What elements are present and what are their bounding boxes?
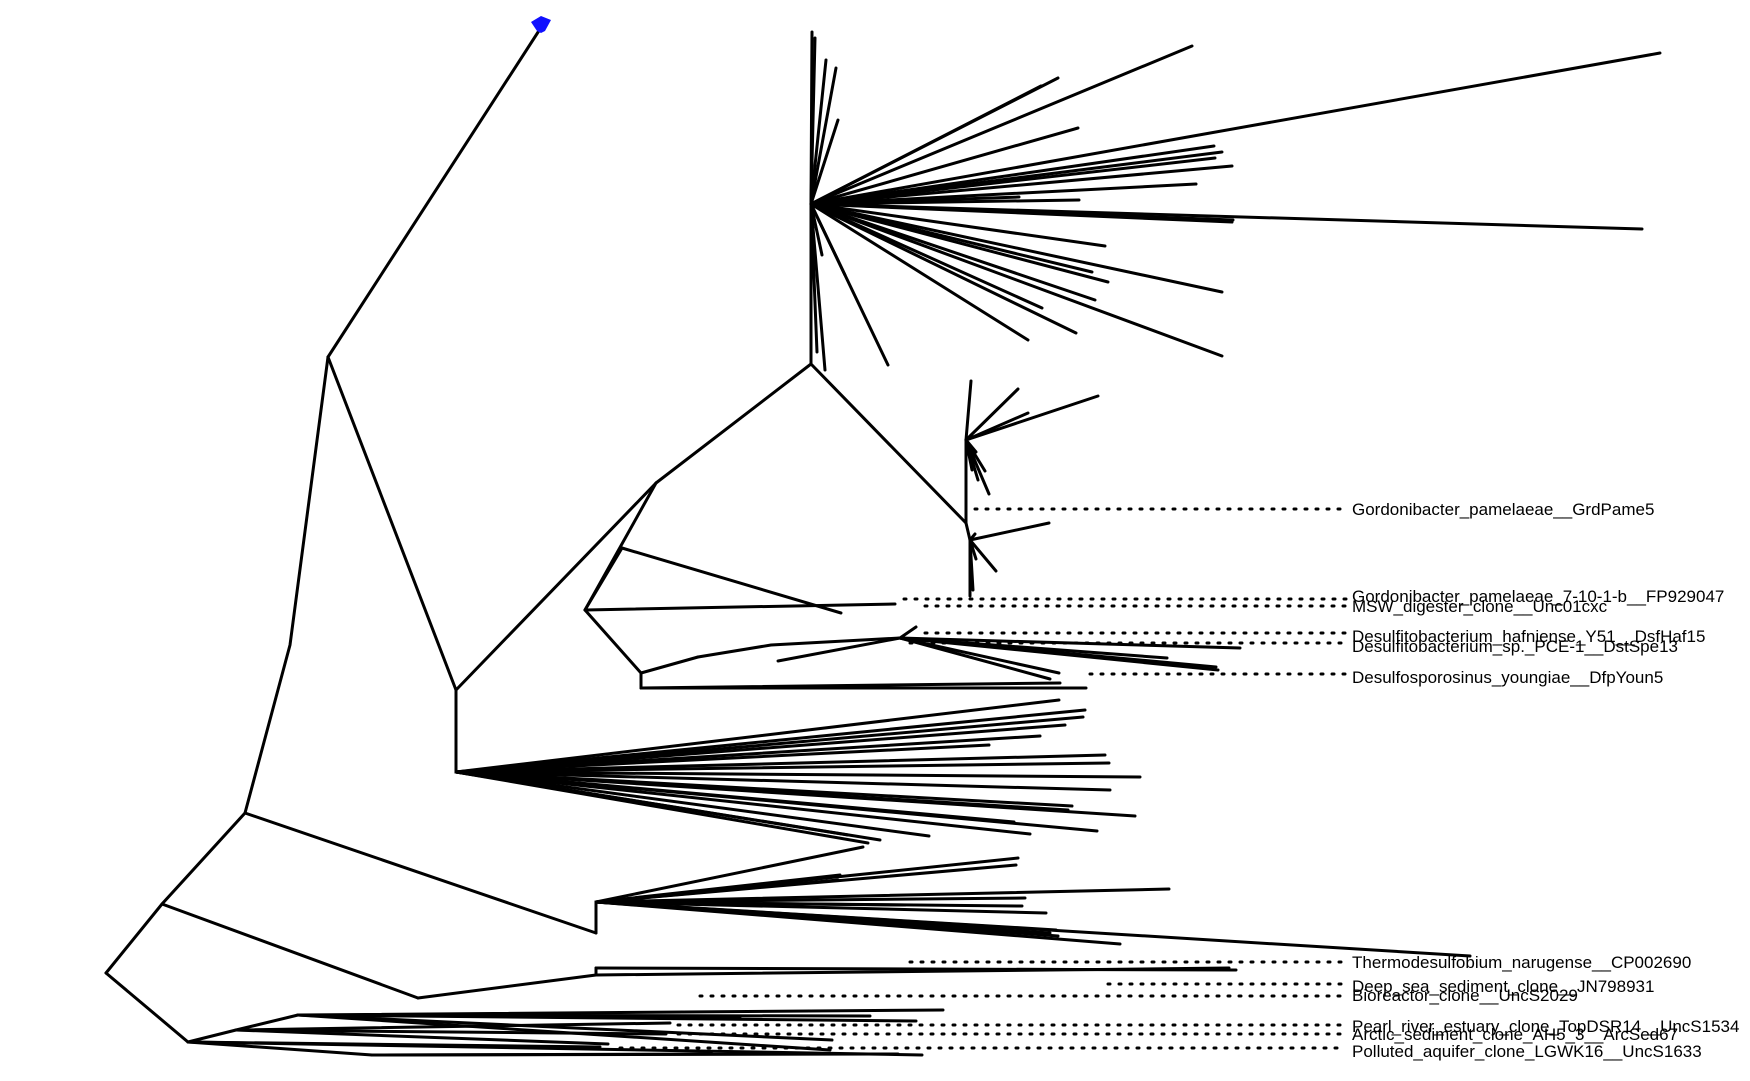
branch bbox=[583, 546, 624, 612]
label-guides bbox=[618, 507, 1348, 1050]
leaf-label-thermodesulfobium: Thermodesulfobium_narugense__CP002690 bbox=[1352, 953, 1691, 972]
leaf-branch bbox=[809, 66, 838, 206]
leaf-label-msw-digester: MSW_digester_clone__Unc01cxc bbox=[1352, 597, 1608, 616]
leaf-branch bbox=[809, 202, 1110, 284]
leaf-branch bbox=[454, 743, 991, 774]
tree-leaves bbox=[186, 30, 1662, 1057]
leaf-label-polluted-aquifer: Polluted_aquifer_clone_LGWK16__UncS1633 bbox=[1352, 1042, 1702, 1061]
leaf-branch bbox=[964, 394, 1100, 442]
branch bbox=[416, 973, 598, 1000]
leaf-branch bbox=[296, 1013, 918, 1023]
leaf-branch bbox=[964, 438, 974, 472]
leaf-branch bbox=[809, 126, 1080, 206]
leaf-label-gordonibacter-fp929: Gordonibacter_pamelaeae_7-10-1-b__FP9290… bbox=[1352, 587, 1724, 606]
leaf-branch bbox=[898, 636, 1242, 650]
leaf-branch bbox=[968, 521, 1051, 542]
branch bbox=[654, 362, 813, 485]
leaf-branch bbox=[809, 58, 828, 206]
branch bbox=[964, 521, 972, 542]
leaf-branch bbox=[809, 202, 1224, 294]
leaf-label-desulfitobacterium-pce1: Desulfitobacterium_sp._PCE-1__DstSpe13 bbox=[1352, 637, 1678, 656]
leaf-branch bbox=[454, 770, 1016, 824]
leaf-branch bbox=[454, 770, 1032, 836]
leaf-branch bbox=[809, 51, 1662, 206]
leaf-branch bbox=[809, 202, 1224, 358]
leaf-branch bbox=[809, 202, 1030, 342]
branch bbox=[583, 608, 643, 675]
leaf-branch bbox=[964, 379, 973, 442]
leaf-branch bbox=[809, 202, 1235, 222]
leaf-branch bbox=[968, 538, 998, 573]
leaf-label-desulfitobacterium-hafniense: Desulfitobacterium_hafniense_Y51__DsfHaf… bbox=[1352, 627, 1705, 646]
leaf-branch bbox=[454, 770, 870, 845]
leaf-branch bbox=[809, 36, 817, 206]
leaf-branch bbox=[620, 546, 843, 615]
tree-branches bbox=[104, 24, 972, 1057]
leaf-branch bbox=[583, 602, 897, 612]
branch bbox=[326, 24, 544, 359]
leaf-branch bbox=[454, 770, 1074, 808]
branch bbox=[234, 1013, 300, 1032]
leaf-branch bbox=[809, 202, 1078, 335]
leaf-branch bbox=[454, 723, 1067, 774]
leaf-branch bbox=[594, 966, 1238, 972]
leaf-branch bbox=[454, 770, 1142, 779]
branch bbox=[696, 636, 902, 659]
branch bbox=[160, 902, 420, 1000]
leaf-label-arctic: Arctic_sediment_clone_AH5_3__ArcSed67 bbox=[1352, 1025, 1678, 1044]
leaf-branch bbox=[454, 698, 1061, 774]
leaf-branch bbox=[809, 198, 1081, 206]
leaf-branch bbox=[809, 202, 1107, 248]
branch bbox=[104, 355, 330, 975]
leaf-label-bioreactor: Bioreactor_clone__UncS2029 bbox=[1352, 986, 1578, 1005]
leaf-label-gordonibacter-grdpame5: Gordonibacter_pamelaeae__GrdPame5 bbox=[1352, 500, 1654, 519]
leaf-branch bbox=[809, 76, 1060, 206]
branch bbox=[326, 355, 458, 692]
leaf-branch bbox=[234, 1028, 668, 1036]
leaf-branch bbox=[809, 156, 1217, 206]
leaf-branch bbox=[809, 44, 1194, 206]
leaf-branch bbox=[594, 845, 865, 904]
leaf-label-pearl-river: Pearl_river_estuary_clone_TopDSR14__UncS… bbox=[1352, 1017, 1739, 1036]
leaf-branch bbox=[964, 387, 1020, 442]
leaf-branch bbox=[234, 1021, 672, 1032]
leaf-branch bbox=[594, 900, 1052, 935]
root-marker bbox=[531, 16, 551, 33]
leaf-branch bbox=[454, 761, 1111, 774]
leaf-branch bbox=[454, 770, 931, 838]
branch bbox=[454, 481, 658, 692]
branch bbox=[243, 811, 598, 935]
branch bbox=[639, 655, 700, 675]
leaf-label-deep-sea: Deep_sea_sediment_clone__JN798931 bbox=[1352, 977, 1654, 996]
leaf-branch bbox=[968, 532, 977, 542]
leaf-branch bbox=[234, 1028, 610, 1046]
leaf-branch bbox=[594, 878, 840, 904]
leaf-label-desulfosporosinus: Desulfosporosinus_youngiae__DfpYoun5 bbox=[1352, 668, 1663, 687]
leaf-branch bbox=[898, 636, 1052, 681]
leaf-branch bbox=[809, 118, 840, 206]
branch bbox=[809, 362, 968, 525]
leaf-branch bbox=[186, 1040, 602, 1049]
leaf-branch bbox=[898, 625, 918, 640]
leaf-branch bbox=[454, 770, 1112, 792]
leaf-branch bbox=[776, 636, 902, 663]
branch bbox=[186, 1028, 238, 1044]
leaf-labels: Gordonibacter_pamelaeae__GrdPame5 Gordon… bbox=[1352, 500, 1739, 1061]
leaf-branch bbox=[296, 1013, 834, 1042]
leaf-branch bbox=[809, 202, 824, 257]
leaf-branch bbox=[809, 164, 1234, 206]
leaf-branch bbox=[594, 900, 1048, 915]
leaf-branch bbox=[809, 202, 847, 277]
